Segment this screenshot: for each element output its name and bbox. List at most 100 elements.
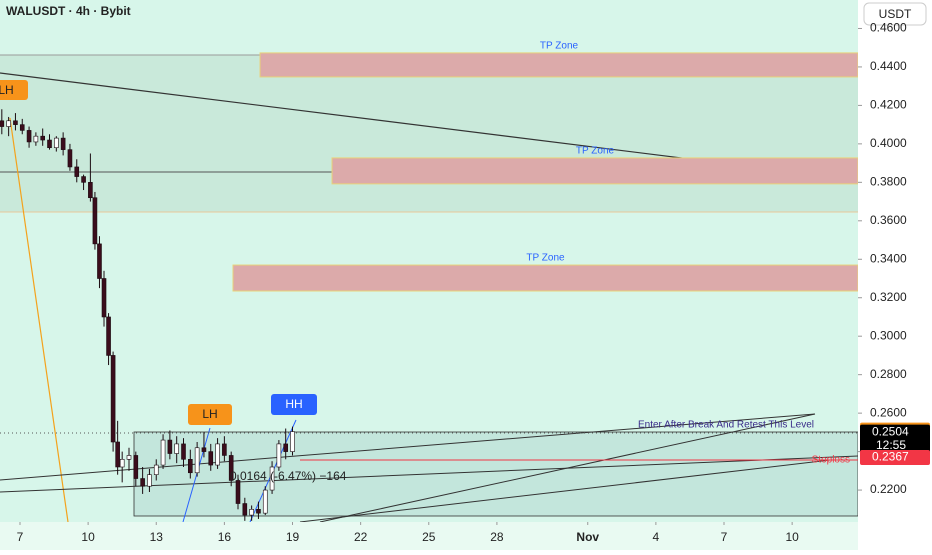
y-tick-label: 0.2600 (870, 405, 907, 419)
y-tick-label: 0.3800 (870, 175, 907, 189)
y-axis-panel (858, 0, 932, 550)
y-tick-label: 0.3000 (870, 328, 907, 342)
candle-body (54, 137, 59, 149)
candle-body (33, 135, 39, 143)
candle-body (215, 443, 220, 466)
x-tick-label: 4 (653, 530, 660, 544)
label-box (0, 80, 28, 100)
x-tick-label: 16 (218, 530, 232, 544)
candle-body (262, 489, 268, 514)
candle-body (6, 120, 11, 127)
candle-body (101, 278, 107, 318)
trend-line (319, 413, 816, 523)
tp-zone (232, 264, 859, 292)
x-tick-label: 10 (785, 530, 799, 544)
pivot-label: LH (202, 407, 217, 421)
candle-body (194, 447, 200, 474)
price-label: 0.2367 (872, 450, 909, 464)
candle-body (249, 509, 254, 516)
y-tick-label: 0.4000 (870, 136, 907, 150)
candle-body (81, 176, 86, 183)
candle-body (40, 135, 45, 141)
candle-body (19, 124, 25, 131)
x-tick-label: 10 (81, 530, 95, 544)
candle-body (60, 137, 66, 150)
candle-body (167, 439, 173, 454)
candle-body (222, 443, 227, 456)
candle-body (126, 455, 132, 460)
candle-body (119, 458, 125, 468)
zone-label: TP Zone (540, 41, 579, 52)
y-tick-label: 0.2200 (870, 482, 907, 496)
measure-label: 0.0164 (-6.47%) −164 (230, 469, 347, 483)
trend-line (9, 117, 69, 523)
candle-body (208, 451, 214, 466)
label-box (271, 394, 317, 415)
candle-body (269, 466, 275, 491)
candle-body (160, 439, 166, 466)
candle-body (290, 431, 295, 452)
zone-label: TP Zone (576, 146, 615, 157)
pivot-label: HH (285, 397, 302, 411)
candle-body (13, 120, 18, 125)
tp-zone (259, 52, 859, 78)
candle-body (0, 120, 5, 127)
zone-label: TP Zone (526, 253, 565, 264)
range-box (133, 431, 859, 517)
candle-body (242, 503, 248, 516)
price-label-box (860, 424, 930, 453)
annotations: LH LH HH Enter After Break And Retest Th… (0, 80, 850, 483)
y-tick-label: 0.3400 (870, 251, 907, 265)
candle-body (115, 441, 120, 468)
pivot-label: LH (0, 83, 14, 97)
candle-body (147, 474, 152, 487)
chart-title: WALUSDT · 4h · Bybit (6, 4, 131, 18)
candle-body (92, 197, 98, 245)
x-tick-label: 28 (490, 530, 504, 544)
x-tick-label: 19 (286, 530, 300, 544)
currency-button[interactable] (863, 2, 927, 26)
candle-body (235, 480, 241, 504)
trend-line (182, 427, 211, 523)
x-axis-panel (0, 522, 858, 550)
y-tick-label: 0.4200 (870, 98, 907, 112)
candle-body (276, 443, 282, 468)
y-tick-label: 0.2800 (870, 367, 907, 381)
x-tick-label: 22 (354, 530, 368, 544)
candle-body (106, 316, 111, 356)
currency-label[interactable]: USDT (879, 7, 912, 21)
y-tick-label: 0.3200 (870, 290, 907, 304)
candle-body (26, 130, 32, 143)
candle-body (153, 464, 159, 475)
candle-body (97, 243, 102, 279)
candle-body (256, 509, 261, 514)
trend-line (299, 459, 831, 523)
price-label-box (860, 449, 930, 465)
x-tick-label: 7 (17, 530, 24, 544)
candle-body (201, 447, 207, 452)
y-tick-label: 0.4400 (870, 59, 907, 73)
note: Enter After Break And Retest This Level (638, 420, 814, 431)
price-label: 0.2504 (872, 424, 909, 438)
candle-body (67, 149, 73, 168)
candle-body (188, 458, 193, 474)
note: Stoploss (812, 455, 850, 466)
candle-body (110, 355, 116, 443)
candle-body (228, 455, 234, 481)
candle-body (283, 443, 288, 452)
price-label-time: 12:55 (876, 438, 906, 452)
candle-body (133, 455, 139, 479)
candle-body (74, 166, 80, 177)
candle-body (174, 443, 179, 454)
candle-body (47, 139, 52, 149)
tp-zone (331, 157, 859, 185)
label-box (188, 404, 232, 425)
x-tick-label: 25 (422, 530, 436, 544)
x-tick-label: Nov (576, 530, 599, 544)
y-tick-label: 0.3600 (870, 213, 907, 227)
y-tick-label: 0.4600 (870, 21, 907, 35)
candle-body (140, 478, 145, 487)
x-tick-label: 7 (721, 530, 728, 544)
